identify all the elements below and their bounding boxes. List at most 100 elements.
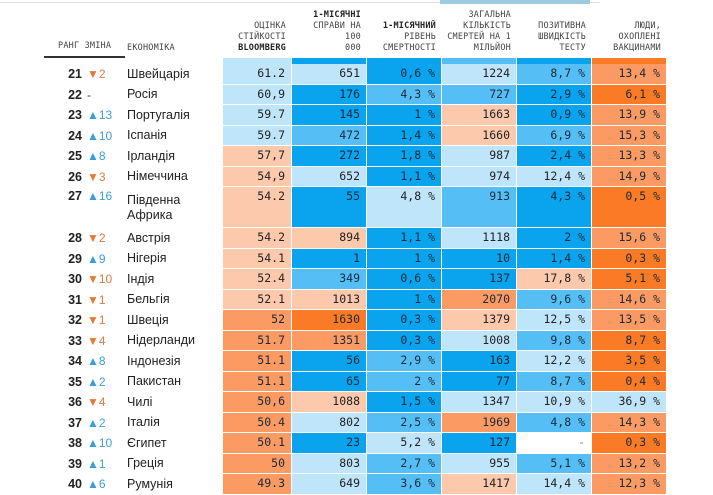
monthly-mortality-cell: 0,6 % bbox=[367, 269, 442, 290]
economy-header[interactable]: ЕКОНОМІКА bbox=[127, 43, 175, 53]
positive-test-rate-cell: 0,9 % bbox=[517, 105, 592, 126]
top-divider bbox=[0, 2, 600, 3]
total-deaths-cell: 1660 bbox=[442, 125, 517, 146]
table-row[interactable]: 31 ▼1 Бельгія 52.1 1013 1 % 2070 9,6 % 14,6 % bbox=[44, 289, 667, 310]
table-row[interactable]: 23 ▲13 Португалія 59.7 145 1 % 1663 0,9 % 13,9 % bbox=[44, 105, 667, 126]
vaccinated-cell: 13,5 % bbox=[592, 310, 667, 331]
economy-name: Нігерія bbox=[127, 251, 167, 266]
table-row[interactable]: 22- Росія 60,9 176 4,3 % 727 2,9 % 6,1 % bbox=[44, 84, 667, 105]
vaccinated-header[interactable]: ЛЮДИ, ОХОПЛЕНІ ВАКЦИНАМИ bbox=[613, 21, 661, 53]
monthly-mortality-cell: 1,8 % bbox=[367, 146, 442, 167]
monthly-cases-cell: 652 bbox=[292, 166, 367, 187]
bloomberg-score-cell: 52.4 bbox=[223, 269, 292, 290]
positive-test-rate-cell: 4,8 % bbox=[517, 412, 592, 433]
vaccinated-cell: 0,3 % bbox=[592, 433, 667, 454]
table-row[interactable]: 26 ▼3 Німеччина 54,9 652 1,1 % 974 12,4 % 14,9 % bbox=[44, 166, 667, 187]
economy-name: Німеччина bbox=[127, 169, 188, 184]
table-row[interactable]: 28 ▼2 Австрія 54.2 894 1,1 % 1118 2 % 15,6 % bbox=[44, 228, 667, 249]
table-row[interactable]: 34 ▲8 Індонезія 51.1 56 2,9 % 163 12,2 % 3,5 % bbox=[44, 351, 667, 372]
vaccinated-cell: 15,3 % bbox=[592, 125, 667, 146]
monthly-cases-cell: 802 bbox=[292, 412, 367, 433]
change-indicator: ▲10 bbox=[87, 128, 113, 143]
table-row[interactable]: 29 ▲9 Нігерія 54.1 1 1 % 10 1,4 % 0,3 % bbox=[44, 248, 667, 269]
bloomberg-score-cell: 52.1 bbox=[223, 289, 292, 310]
table-row[interactable]: 36 ▼4 Чилі 50,6 1088 1,5 % 1347 10,9 % 36,9 % bbox=[44, 392, 667, 413]
monthly-mortality-cell: 2 % bbox=[367, 371, 442, 392]
positive-test-rate-cell: 2 % bbox=[517, 228, 592, 249]
monthly-cases-cell: 1351 bbox=[292, 330, 367, 351]
monthly-mortality-header[interactable]: 1-МІСЯЧНИЙ РІВЕНЬ СМЕРТНОСТІ bbox=[382, 21, 436, 53]
positive-test-rate-cell: 9,6 % bbox=[517, 289, 592, 310]
rank-cell: 40 bbox=[68, 477, 82, 492]
table-row[interactable]: 38 ▲10 Єгипет 50.1 23 5,2 % 127-0,3 % bbox=[44, 433, 667, 454]
rank-cell: 39 bbox=[68, 456, 82, 471]
rank-cell: 31 bbox=[68, 292, 82, 307]
rank-cell: 28 bbox=[68, 231, 82, 246]
table-row[interactable]: 24 ▲10 Іспанія 59.7 472 1,4 % 1660 6,9 % 15,3 % bbox=[44, 125, 667, 146]
change-indicator: ▼2 bbox=[87, 67, 106, 82]
bloomberg-score-cell: 61.2 bbox=[223, 64, 292, 85]
change-indicator: ▲2 bbox=[87, 415, 106, 430]
monthly-mortality-cell: 0,6 % bbox=[367, 64, 442, 85]
change-indicator: ▼1 bbox=[87, 292, 106, 307]
change-indicator: ▼10 bbox=[87, 272, 113, 287]
rank-header: РАНГ bbox=[58, 41, 80, 51]
table-row[interactable]: 25 ▲8 Ірландія 57,7 272 1,8 % 987 2,4 % 13,3 % bbox=[44, 146, 667, 167]
monthly-cases-cell: 894 bbox=[292, 228, 367, 249]
economy-name: Індія bbox=[127, 271, 155, 286]
vaccinated-cell: 3,5 % bbox=[592, 351, 667, 372]
rank-cell: 37 bbox=[68, 415, 82, 430]
table-row[interactable]: 40 ▲6 Румунія 49.3 649 3,6 % 1417 14,4 % 12,3 % bbox=[44, 474, 667, 495]
change-indicator: - bbox=[87, 87, 91, 102]
monthly-cases-cell: 349 bbox=[292, 269, 367, 290]
positive-test-rate-cell: 6,9 % bbox=[517, 125, 592, 146]
positive-test-rate-header[interactable]: ПОЗИТИВНА ШВИДКІСТЬ ТЕСТУ bbox=[538, 21, 586, 53]
positive-test-rate-cell: 12,4 % bbox=[517, 166, 592, 187]
positive-test-rate-cell: 12,2 % bbox=[517, 351, 592, 372]
bloomberg-score-cell: 50.4 bbox=[223, 412, 292, 433]
total-deaths-cell: 727 bbox=[442, 84, 517, 105]
rank-change-header[interactable]: РАНГ ЗМІНА bbox=[44, 10, 125, 58]
monthly-mortality-cell: 0,3 % bbox=[367, 330, 442, 351]
bloomberg-score-cell: 51.1 bbox=[223, 371, 292, 392]
table-row[interactable]: 33 ▼4 Нідерланди 51.7 1351 0,3 % 1008 9,8 % 8,7 … bbox=[44, 330, 667, 351]
rank-cell: 24 bbox=[68, 128, 82, 143]
vaccinated-cell: 13,4 % bbox=[592, 64, 667, 85]
monthly-mortality-cell: 1,1 % bbox=[367, 228, 442, 249]
monthly-mortality-cell: 1,5 % bbox=[367, 392, 442, 413]
monthly-cases-cell: 649 bbox=[292, 474, 367, 495]
monthly-cases-header[interactable]: 1-МІСЯЧНІ СПРАВИ НА 100 000 bbox=[313, 10, 361, 53]
positive-test-rate-cell: 9,8 % bbox=[517, 330, 592, 351]
economy-name: Іспанія bbox=[127, 128, 167, 143]
table-body: 21 ▼2 Швейцарія 61.2 651 0,6 % 1224 8,7 % 13,4 %… bbox=[44, 64, 667, 495]
monthly-cases-cell: 803 bbox=[292, 453, 367, 474]
rank-cell: 32 bbox=[68, 313, 82, 328]
monthly-mortality-cell: 1,4 % bbox=[367, 125, 442, 146]
bloomberg-score-header[interactable]: ОЦІНКА СТІЙКОСТІ BLOOMBERG bbox=[238, 21, 286, 53]
monthly-mortality-cell: 2,5 % bbox=[367, 412, 442, 433]
economy-name: Ірландія bbox=[127, 148, 175, 163]
change-indicator: ▲8 bbox=[87, 354, 106, 369]
table-row[interactable]: 35 ▲2 Пакистан 51.1 65 2 % 77 8,7 % 0,4 % bbox=[44, 371, 667, 392]
table-row[interactable]: 30 ▼10 Індія 52.4 349 0,6 % 137 17,8 % 5,1 % bbox=[44, 269, 667, 290]
monthly-cases-cell: 472 bbox=[292, 125, 367, 146]
table-row[interactable]: 37 ▲2 Італія 50.4 802 2,5 % 1969 4,8 % 14,3 % bbox=[44, 412, 667, 433]
table-row[interactable]: 21 ▼2 Швейцарія 61.2 651 0,6 % 1224 8,7 % 13,4 % bbox=[44, 64, 667, 85]
table-row[interactable]: 27 ▲16 Південна Африка 54.2 55 4,8 % 913 4,3 % 0… bbox=[44, 187, 667, 228]
table-row[interactable]: 32 ▼1 Швеція 52 1630 0,3 % 1379 12,5 % 13,5 % bbox=[44, 310, 667, 331]
monthly-mortality-cell: 4,8 % bbox=[367, 187, 442, 228]
rank-cell: 27 bbox=[68, 189, 82, 203]
vaccinated-cell: 36,9 % bbox=[592, 392, 667, 413]
monthly-cases-cell: 1630 bbox=[292, 310, 367, 331]
bloomberg-score-cell: 54.2 bbox=[223, 228, 292, 249]
total-deaths-header[interactable]: ЗАГАЛЬНА КІЛЬКІСТЬ СМЕРТЕЙ НА 1 МІЛЬЙОН bbox=[447, 10, 511, 53]
economy-name: Греція bbox=[127, 456, 164, 471]
monthly-cases-cell: 272 bbox=[292, 146, 367, 167]
total-deaths-cell: 163 bbox=[442, 351, 517, 372]
table-row[interactable]: 39 ▲1 Греція 50 803 2,7 % 955 5,1 % 13,2 % bbox=[44, 453, 667, 474]
change-indicator: ▲2 bbox=[87, 374, 106, 389]
total-deaths-cell: 1118 bbox=[442, 228, 517, 249]
vaccinated-cell: 14,9 % bbox=[592, 166, 667, 187]
economy-name: Росія bbox=[127, 87, 158, 102]
header-bar-cell bbox=[592, 58, 667, 64]
